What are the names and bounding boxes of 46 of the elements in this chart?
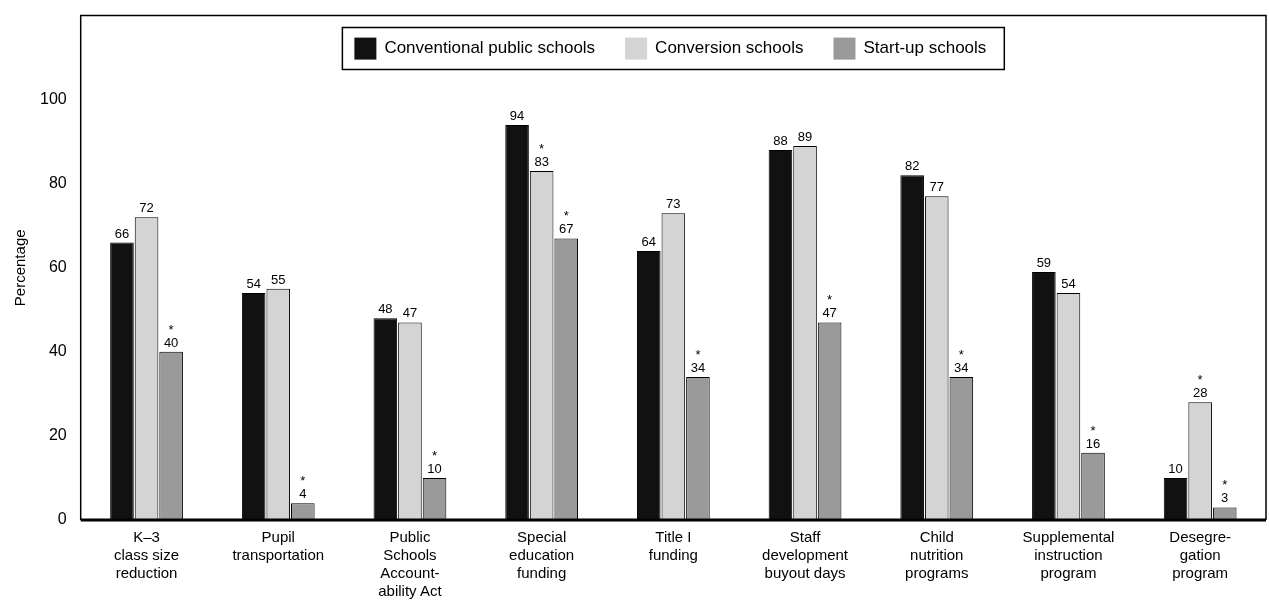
data-label: * 67 — [558, 208, 574, 237]
data-label: * 83 — [534, 141, 549, 170]
y-axis-title: Percentage — [11, 229, 29, 307]
data-label: * 28 — [1192, 372, 1208, 401]
data-label: 66 — [114, 225, 130, 241]
x-tick-label: Child nutrition programs — [905, 528, 969, 582]
y-tick-label: 100 — [39, 90, 67, 108]
data-label: 94 — [509, 107, 525, 123]
y-tick-label: 40 — [48, 342, 67, 360]
data-label: * 40 — [163, 321, 179, 350]
data-label: * 16 — [1085, 422, 1101, 451]
data-label: 47 — [402, 305, 418, 321]
y-tick-label: 80 — [48, 174, 67, 192]
data-label: * 3 — [1221, 477, 1229, 506]
data-label: * 34 — [690, 347, 706, 376]
x-tick-label: Title I funding — [648, 528, 698, 564]
legend-label: Conventional public schools — [384, 38, 596, 58]
data-label: 89 — [797, 128, 813, 144]
data-label: 10 — [1168, 460, 1183, 476]
data-label: 54 — [246, 276, 261, 292]
x-tick-label: Pupil transportation — [232, 528, 325, 564]
data-label: 48 — [378, 301, 393, 317]
x-tick-label: K–3 class size reduction — [114, 528, 180, 582]
data-label: 73 — [666, 196, 681, 212]
x-tick-label: Supplemental instruction program — [1022, 528, 1115, 582]
legend-label: Start-up schools — [863, 38, 987, 58]
x-tick-label: Special education funding — [509, 528, 575, 582]
data-label: 64 — [641, 233, 656, 249]
data-label: 55 — [271, 271, 286, 287]
y-tick-label: 60 — [48, 258, 67, 276]
data-label: 59 — [1036, 255, 1052, 270]
y-tick-label: 20 — [48, 426, 67, 444]
legend-label: Conversion schools — [655, 38, 804, 58]
data-label: * 4 — [299, 473, 307, 502]
x-tick-label: Staff development buyout days — [762, 528, 849, 582]
data-label: 88 — [773, 133, 788, 149]
data-label: * 47 — [822, 292, 837, 321]
data-label: 77 — [929, 179, 944, 195]
x-tick-label: Desegre- gation program — [1169, 528, 1231, 582]
data-label: * 10 — [427, 447, 442, 476]
x-tick-label: Public Schools Account- ability Act — [378, 528, 443, 600]
data-label: * 34 — [954, 347, 969, 376]
data-label: 72 — [139, 200, 154, 216]
y-tick-label: 0 — [57, 510, 67, 528]
data-label: 54 — [1061, 276, 1076, 292]
data-label: 82 — [904, 158, 920, 174]
